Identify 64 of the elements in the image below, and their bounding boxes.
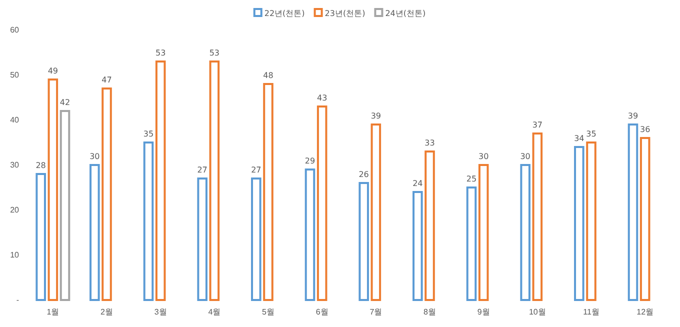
bar [478,164,489,301]
data-label: 26 [358,170,369,179]
y-tick-label: 20 [10,206,20,215]
y-tick-label: - [16,296,20,305]
bar [304,168,316,301]
x-tick-label: 12월 [636,308,654,317]
data-label: 30 [478,152,489,161]
bar [358,182,369,301]
bar [466,186,477,301]
data-label: 53 [209,48,220,58]
data-label: 49 [48,66,58,76]
y-tick-label: 50 [10,70,20,80]
y-tick-label: 10 [10,250,20,260]
data-label: 53 [155,48,166,58]
x-tick-label: 1월 [46,308,60,317]
data-label: 27 [197,166,208,174]
bar [520,164,530,301]
data-label: 34 [574,134,584,143]
data-label: 43 [316,94,328,102]
data-label: 29 [304,156,316,166]
y-tick-label: 60 [10,26,20,35]
x-tick-label: 4월 [208,308,221,317]
data-label: 28 [36,161,46,170]
data-label: 25 [466,174,477,184]
x-tick-label: 8월 [424,308,436,317]
bar [628,124,638,301]
data-label: 27 [251,166,262,174]
x-tick-label: 7월 [370,308,382,317]
x-tick-label: 11월 [583,308,600,317]
x-tick-label: 6월 [316,308,328,317]
data-label: 33 [424,138,435,148]
x-tick-label: 2월 [100,308,113,317]
data-label: 36 [640,125,650,134]
data-label: 48 [263,71,274,80]
data-label: 37 [532,120,543,130]
bar [370,124,382,301]
data-label: 35 [586,130,596,138]
data-label: 47 [102,76,112,84]
bar [209,60,220,301]
y-tick-label: 40 [10,116,20,125]
data-label: 30 [90,152,100,161]
bar [316,106,328,301]
legend-label: 24년(천톤) [385,9,426,18]
bar [532,132,543,301]
legend-label: 22년(천톤) [264,9,305,18]
x-tick-label: 3월 [154,308,167,317]
bar [143,142,154,301]
x-tick-label: 10월 [528,308,546,317]
y-tick-label: 30 [10,160,20,170]
data-label: 30 [520,152,530,161]
bar [640,137,650,301]
legend-label: 23년(천톤) [324,9,366,18]
bar [60,110,70,301]
x-tick-label: 5월 [262,308,274,317]
bar [155,60,166,301]
data-label: 39 [370,112,382,120]
data-label: 42 [60,98,70,107]
bar [48,78,58,301]
bar [197,178,208,301]
data-label: 24 [412,179,423,188]
x-tick-label: 9월 [477,308,490,317]
data-label: 39 [628,112,638,120]
data-label: 35 [143,130,154,138]
bar [36,173,46,301]
